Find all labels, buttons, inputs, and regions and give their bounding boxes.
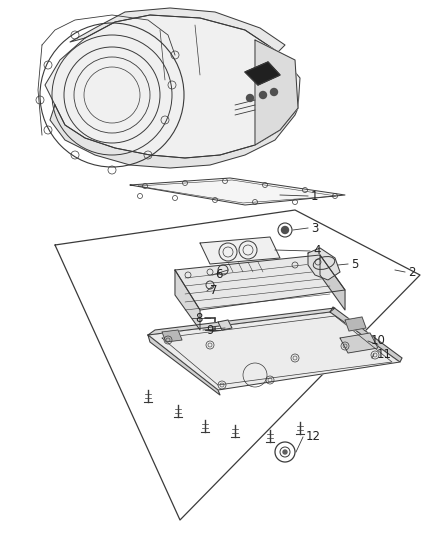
Polygon shape (245, 62, 280, 85)
Text: 4: 4 (313, 245, 321, 257)
Polygon shape (320, 255, 345, 310)
Polygon shape (162, 330, 182, 342)
Polygon shape (175, 255, 345, 310)
Polygon shape (45, 15, 300, 158)
Polygon shape (330, 307, 402, 362)
Polygon shape (148, 312, 400, 390)
Text: 10: 10 (371, 335, 386, 348)
Text: 1: 1 (311, 190, 318, 203)
Text: 11: 11 (377, 348, 392, 360)
Circle shape (282, 227, 289, 233)
Polygon shape (308, 248, 340, 280)
Circle shape (247, 94, 254, 101)
Text: 12: 12 (306, 431, 321, 443)
Polygon shape (50, 105, 298, 168)
Polygon shape (255, 40, 298, 145)
Polygon shape (148, 335, 220, 395)
Text: 9: 9 (206, 324, 213, 336)
Polygon shape (200, 237, 280, 264)
Text: 8: 8 (195, 311, 202, 325)
Text: 3: 3 (311, 222, 318, 235)
Polygon shape (130, 178, 345, 205)
Polygon shape (345, 317, 366, 331)
Text: 5: 5 (351, 257, 358, 271)
Polygon shape (218, 320, 232, 330)
Polygon shape (70, 8, 285, 52)
Polygon shape (175, 270, 200, 330)
Polygon shape (148, 308, 335, 335)
Circle shape (271, 88, 278, 95)
Circle shape (283, 450, 287, 454)
Text: 2: 2 (408, 265, 416, 279)
Text: 6: 6 (215, 269, 223, 281)
Polygon shape (340, 333, 378, 353)
Circle shape (259, 92, 266, 99)
Text: 7: 7 (210, 285, 218, 297)
